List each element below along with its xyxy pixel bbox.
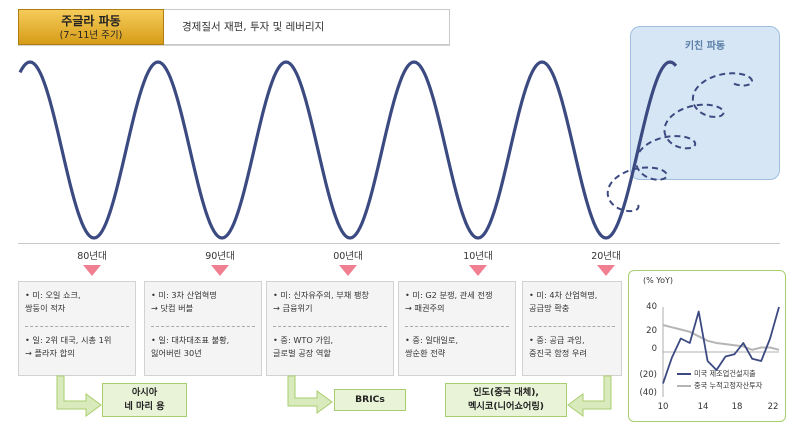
decade-label-10s: 10년대 [463, 251, 493, 262]
event-divider [529, 326, 615, 327]
decade-label-00s: 00년대 [333, 251, 363, 262]
event-other-20s: • 중: 공급 과잉, 중진국 함정 우려 [529, 335, 587, 358]
decade-label-90s: 90년대 [205, 251, 235, 262]
header-divider [18, 45, 450, 46]
legend-label-china: 중국 누적고정자산투자 [694, 381, 763, 390]
series-line-china [662, 324, 780, 351]
mini-chart-plot [662, 306, 780, 397]
kitchin-dashed-wave [606, 72, 754, 213]
page-title-period: (7~11년 주기) [59, 30, 123, 41]
result-box-asian-tigers: 아시아 네 마리 용 [102, 383, 187, 417]
event-divider [25, 326, 129, 327]
decade-label-20s: 20년대 [591, 251, 621, 262]
event-us-20s: • 미: 4차 산업혁명, 공급망 확충 [529, 290, 598, 313]
event-divider [151, 326, 255, 327]
event-us-80s: • 미: 오일 쇼크, 쌍둥이 적자 [25, 290, 81, 313]
decade-label-80s: 80년대 [77, 251, 107, 262]
event-other-80s: • 일: 2위 대국, 시총 1위 → 플라자 합의 [25, 335, 112, 358]
marker-down-icon [469, 265, 487, 276]
event-other-10s: • 중: 일대일로, 쌍순환 전략 [405, 335, 459, 358]
event-other-00s: • 중: WTO 가입, 글로벌 공장 역할 [273, 335, 334, 358]
kitchin-wave-box: 키친 파동 [630, 26, 780, 180]
y-tick-label: 20 [646, 326, 657, 336]
y-tick-label: (20) [639, 370, 657, 380]
marker-down-icon [597, 265, 615, 276]
event-box-80s: • 미: 오일 쇼크, 쌍둥이 적자 • 일: 2위 대국, 시총 1위 → 플… [18, 281, 136, 376]
event-us-00s: • 미: 신자유주의, 부채 팽창 → 금융위기 [273, 290, 369, 313]
arrow-right-icon [56, 375, 102, 417]
event-other-90s: • 일: 대차대조표 불황, 잃어버린 30년 [151, 335, 230, 358]
legend-label-us: 미국 제조업건설지출 [694, 369, 756, 378]
marker-down-icon [83, 265, 101, 276]
event-us-90s: • 미: 3차 산업혁명 → 닷컴 버블 [151, 290, 217, 313]
event-box-20s: • 미: 4차 산업혁명, 공급망 확충 • 중: 공급 과잉, 중진국 함정 … [522, 281, 622, 376]
x-tick-label: 18 [731, 402, 743, 412]
series-line-us [662, 306, 780, 384]
legend-swatch-us [677, 373, 691, 375]
legend-item-china: 중국 누적고정자산투자 [677, 381, 762, 391]
y-tick-label: (40) [639, 388, 657, 398]
mini-chart-panel: (% YoY) 40 20 0 (20) (40) 10 14 18 22 미국… [628, 270, 786, 422]
result-box-brics: BRICs [334, 389, 406, 411]
event-box-00s: • 미: 신자유주의, 부채 팽창 → 금융위기 • 중: WTO 가입, 글로… [266, 281, 394, 376]
marker-down-icon [339, 265, 357, 276]
chart-unit-label: (% YoY) [643, 276, 673, 285]
x-tick-label: 10 [657, 402, 669, 412]
timeline-axis [18, 243, 780, 244]
y-tick-label: 0 [651, 344, 657, 354]
page-title: 주글라 파동 [61, 14, 121, 28]
juglar-wave [18, 60, 678, 240]
arrow-right-icon [287, 375, 333, 414]
arrow-left-icon [567, 375, 612, 417]
marker-down-icon [211, 265, 229, 276]
x-tick-label: 22 [767, 402, 779, 412]
legend-item-us: 미국 제조업건설지출 [677, 369, 756, 379]
event-box-10s: • 미: G2 분쟁, 관세 전쟁 → 패권주의 • 중: 일대일로, 쌍순환 … [398, 281, 516, 376]
event-box-90s: • 미: 3차 산업혁명 → 닷컴 버블 • 일: 대차대조표 불황, 잃어버린… [144, 281, 262, 376]
legend-swatch-china [677, 385, 691, 387]
kitchin-wave-label: 키친 파동 [684, 41, 726, 52]
event-divider [405, 326, 509, 327]
x-tick-label: 14 [697, 402, 709, 412]
y-tick-label: 40 [646, 302, 657, 312]
page-subtitle: 경제질서 재편, 투자 및 레버리지 [164, 9, 450, 45]
title-box: 주글라 파동 (7~11년 주기) [18, 9, 164, 45]
event-us-10s: • 미: G2 분쟁, 관세 전쟁 → 패권주의 [405, 290, 493, 313]
event-divider [273, 326, 387, 327]
result-box-india-mexico: 인도(중국 대체), 멕시코(니어쇼어링) [445, 383, 567, 417]
